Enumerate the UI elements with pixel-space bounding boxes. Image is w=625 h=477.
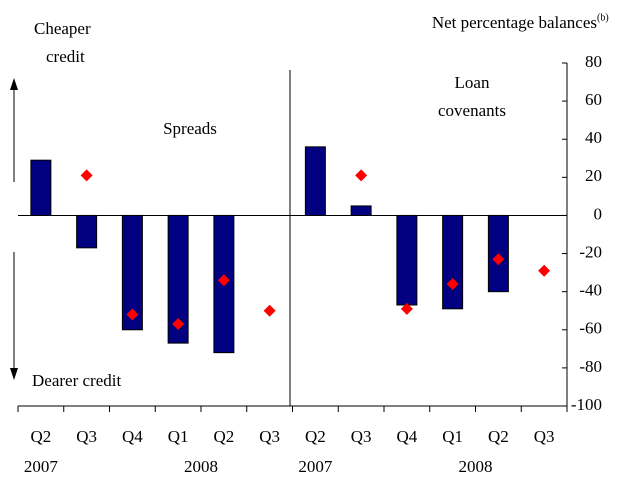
diamond-marker <box>217 274 230 287</box>
bar <box>76 214 98 249</box>
x-tick-label: Q3 <box>76 427 97 446</box>
y-tick-label: 40 <box>585 128 602 147</box>
y-tick-label: -60 <box>579 319 602 338</box>
y-tick-label: -40 <box>579 281 602 300</box>
diamond-marker <box>446 278 459 291</box>
y-tick-label: 20 <box>585 166 602 185</box>
year-label: 2008 <box>459 457 493 476</box>
arrows <box>10 78 18 380</box>
x-tick-label: Q1 <box>442 427 463 446</box>
bar <box>442 214 464 310</box>
y-tick-label: 80 <box>585 52 602 71</box>
diamond-marker <box>126 308 139 321</box>
bar <box>304 146 326 216</box>
diamond-marker <box>263 304 276 317</box>
cheaper-line-2: credit <box>46 47 85 66</box>
x-tick-label: Q3 <box>534 427 555 446</box>
y-tick-label: -20 <box>579 242 602 261</box>
bar <box>167 214 189 344</box>
bar <box>121 214 143 331</box>
cheaper-line-1: Cheaper <box>34 19 91 38</box>
y-tick-label: 60 <box>585 90 602 109</box>
x-tick-label: Q4 <box>396 427 417 446</box>
x-tick-label: Q2 <box>305 427 326 446</box>
x-tick-label: Q4 <box>122 427 143 446</box>
x-tick-label: Q2 <box>213 427 234 446</box>
y-tick-label: -100 <box>571 395 602 414</box>
year-label: 2008 <box>184 457 218 476</box>
x-tick-label: Q2 <box>30 427 51 446</box>
spreads-label: Spreads <box>163 119 217 138</box>
y-tick-label: 0 <box>594 204 603 223</box>
loan-line-1: Loan <box>455 73 490 92</box>
diamond-marker <box>492 253 505 266</box>
bar <box>396 214 418 306</box>
bar <box>30 159 52 216</box>
x-tick-label: Q1 <box>168 427 189 446</box>
x-tick-label: Q3 <box>259 427 280 446</box>
diamond-marker <box>80 169 93 182</box>
year-label: 2007 <box>24 457 59 476</box>
dearer-credit: Dearer credit <box>32 371 121 390</box>
diamond-marker <box>355 169 368 182</box>
diamond-marker <box>538 264 551 277</box>
diamond-marker <box>400 302 413 315</box>
y-axis-note: (b) <box>597 12 609 23</box>
y-tick-label: -80 <box>579 357 602 376</box>
x-tick-label: Q2 <box>488 427 509 446</box>
diamond-marker <box>172 318 185 331</box>
x-tick-label: Q3 <box>351 427 372 446</box>
y-axis-label: Net percentage balances <box>432 13 597 32</box>
bar <box>350 205 372 216</box>
loan-line-2: covenants <box>438 101 506 120</box>
year-label: 2007 <box>298 457 333 476</box>
